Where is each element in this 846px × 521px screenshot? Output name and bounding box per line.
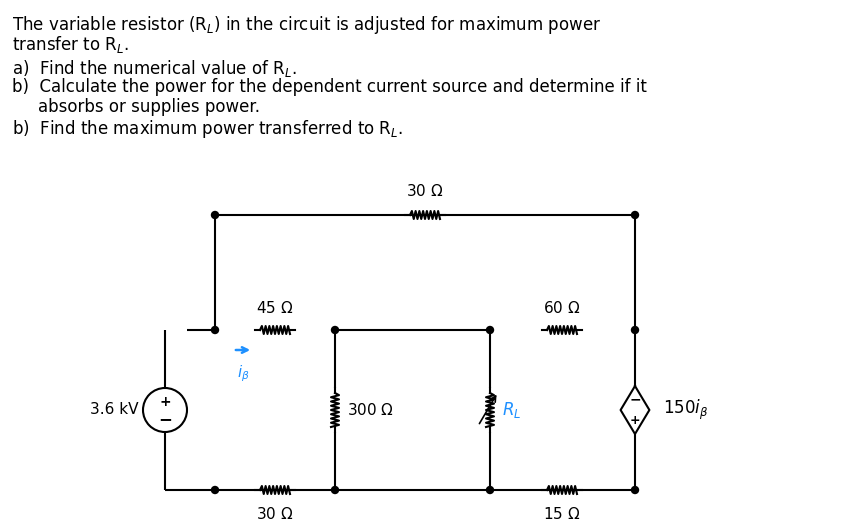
Circle shape <box>631 327 639 333</box>
Text: 30 $\Omega$: 30 $\Omega$ <box>406 183 443 199</box>
Text: +: + <box>629 414 640 427</box>
Circle shape <box>631 212 639 218</box>
Text: 45 $\Omega$: 45 $\Omega$ <box>256 300 294 316</box>
Text: The variable resistor (R$_L$) in the circuit is adjusted for maximum power: The variable resistor (R$_L$) in the cir… <box>12 14 602 36</box>
Text: absorbs or supplies power.: absorbs or supplies power. <box>38 98 260 116</box>
Circle shape <box>631 487 639 493</box>
Text: −: − <box>158 410 172 428</box>
Text: $R_L$: $R_L$ <box>502 400 521 420</box>
Text: −: − <box>629 392 640 406</box>
Text: 15 $\Omega$: 15 $\Omega$ <box>543 506 580 521</box>
Circle shape <box>332 487 338 493</box>
Circle shape <box>212 487 218 493</box>
Text: 30 $\Omega$: 30 $\Omega$ <box>256 506 294 521</box>
Text: b)  Find the maximum power transferred to R$_L$.: b) Find the maximum power transferred to… <box>12 118 404 140</box>
Circle shape <box>486 327 493 333</box>
Text: +: + <box>159 395 171 409</box>
Circle shape <box>212 212 218 218</box>
Circle shape <box>486 487 493 493</box>
Text: 300 $\Omega$: 300 $\Omega$ <box>347 402 394 418</box>
Text: a)  Find the numerical value of R$_L$.: a) Find the numerical value of R$_L$. <box>12 58 297 79</box>
Text: transfer to R$_L$.: transfer to R$_L$. <box>12 34 129 55</box>
Text: 60 $\Omega$: 60 $\Omega$ <box>543 300 580 316</box>
Circle shape <box>332 327 338 333</box>
Circle shape <box>212 327 218 333</box>
Text: $150i_{\beta}$: $150i_{\beta}$ <box>663 398 708 422</box>
Text: 3.6 kV: 3.6 kV <box>91 403 139 417</box>
Text: $i_{\beta}$: $i_{\beta}$ <box>237 363 250 383</box>
Text: b)  Calculate the power for the dependent current source and determine if it: b) Calculate the power for the dependent… <box>12 78 647 96</box>
